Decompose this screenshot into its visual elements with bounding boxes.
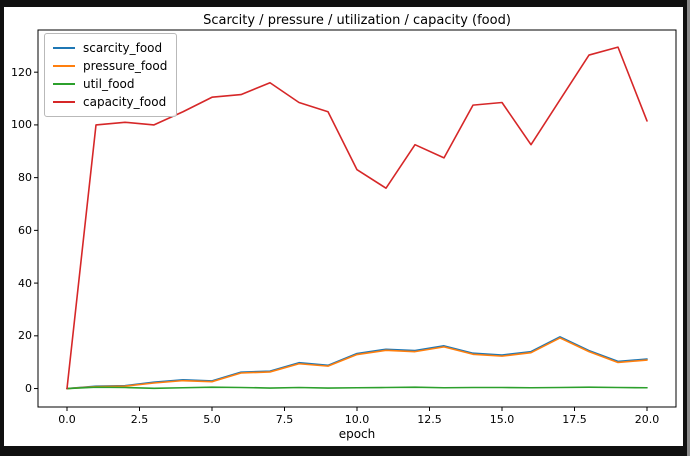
y-tick-label: 0	[25, 382, 32, 396]
figure-panel: Scarcity / pressure / utilization / capa…	[4, 7, 683, 446]
y-tick-label: 120	[11, 65, 32, 79]
legend-label: util_food	[83, 77, 135, 91]
legend-label: scarcity_food	[83, 41, 163, 55]
x-tick-label: 17.5	[562, 413, 587, 426]
y-tick-label: 40	[18, 276, 32, 290]
y-tick-label: 60	[18, 223, 32, 237]
legend-item: scarcity_food	[53, 39, 167, 57]
y-tick-label: 100	[11, 118, 32, 132]
legend-label: pressure_food	[83, 59, 168, 73]
y-tick-label: 80	[18, 171, 32, 185]
legend-line-swatch	[53, 65, 75, 67]
x-tick-label: 20.0	[634, 413, 660, 426]
legend-item: capacity_food	[53, 93, 167, 111]
series-line-capacity_food	[66, 46, 648, 390]
chart-title: Scarcity / pressure / utilization / capa…	[203, 13, 511, 28]
x-tick-label: 0.0	[58, 413, 76, 426]
x-tick-label: 10.0	[344, 413, 370, 426]
x-tick-label: 15.0	[489, 413, 515, 426]
x-tick-label: 12.5	[417, 413, 442, 426]
window-edge-highlight	[687, 0, 690, 456]
legend-line-swatch	[53, 47, 75, 49]
legend-item: pressure_food	[53, 57, 167, 75]
x-axis-label: epoch	[338, 427, 376, 441]
legend-label: capacity_food	[83, 95, 167, 109]
legend-item: util_food	[53, 75, 167, 93]
series-line-pressure_food	[66, 337, 648, 390]
series-line-util_food	[66, 386, 648, 390]
y-tick-label: 20	[18, 329, 32, 343]
x-tick-label: 5.0	[203, 413, 221, 426]
x-tick-label: 2.5	[130, 413, 149, 426]
legend-line-swatch	[53, 83, 75, 85]
x-tick-label: 7.5	[275, 413, 294, 426]
legend-line-swatch	[53, 101, 75, 103]
